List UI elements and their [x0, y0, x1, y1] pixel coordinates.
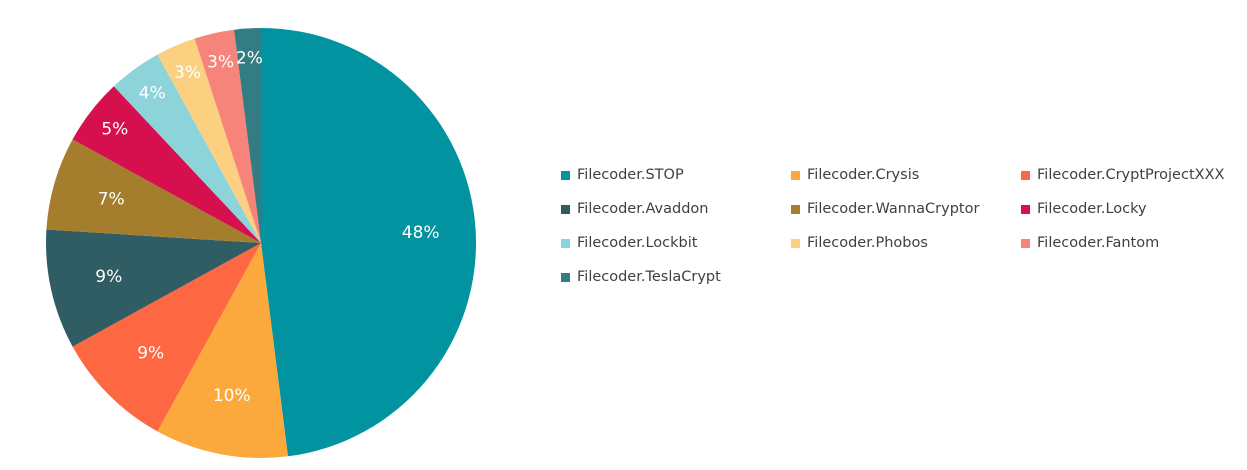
slice-value-label: 3%: [207, 52, 234, 72]
legend-label: Filecoder.Phobos: [807, 235, 928, 251]
legend-swatch: [561, 204, 570, 214]
pie-slice-fantom: [194, 29, 261, 243]
slice-value-label: 3%: [174, 63, 201, 83]
legend-item: Filecoder.Avaddon: [561, 197, 791, 221]
slice-value-label: 4%: [139, 83, 166, 103]
legend-item: Filecoder.WannaCryptor: [791, 197, 1021, 221]
pie-slice-labels: 48%10%9%9%7%5%4%3%3% 2%: [95, 48, 439, 406]
legend-swatch: [791, 204, 800, 214]
slice-value-label: 9%: [137, 343, 164, 363]
legend-label: Filecoder.STOP: [577, 167, 684, 183]
legend-item: Filecoder.CryptProjectXXX: [1021, 163, 1241, 187]
pie-slice-lockbit: [113, 54, 261, 244]
legend-item: Filecoder.TeslaCrypt: [561, 265, 791, 289]
legend-swatch: [791, 170, 800, 180]
legend-label: Filecoder.CryptProjectXXX: [1037, 167, 1225, 183]
legend-label: Filecoder.Crysis: [807, 167, 920, 183]
slice-value-label: 2%: [236, 48, 263, 68]
legend-swatch: [561, 238, 570, 248]
slice-value-label: 10%: [213, 386, 251, 406]
legend-item: Filecoder.Fantom: [1021, 231, 1241, 255]
legend-swatch: [1021, 238, 1030, 248]
pie-slices: [46, 28, 476, 458]
pie-slice-crysis: [157, 243, 288, 458]
legend-swatch: [1021, 170, 1030, 180]
slice-value-label: 9%: [95, 267, 122, 287]
legend-label: Filecoder.TeslaCrypt: [577, 269, 721, 285]
slice-value-label: 48%: [402, 223, 440, 243]
pie-slice-avaddon: [46, 229, 261, 347]
legend-label: Filecoder.Avaddon: [577, 201, 709, 217]
pie-slice-stop: [261, 28, 476, 457]
legend-swatch: [561, 272, 570, 282]
legend-label: Filecoder.Fantom: [1037, 235, 1160, 251]
pie-slice-teslacrypt: [234, 28, 261, 243]
legend-label: Filecoder.Locky: [1037, 201, 1147, 217]
pie-slice-wannacryptor: [46, 139, 261, 243]
slice-value-label: 5%: [101, 120, 128, 140]
legend-item: Filecoder.Crysis: [791, 163, 1021, 187]
legend-item: Filecoder.Phobos: [791, 231, 1021, 255]
legend-label: Filecoder.Lockbit: [577, 235, 698, 251]
chart-legend: Filecoder.STOP Filecoder.Crysis Filecoder.…: [561, 163, 1241, 289]
legend-label: Filecoder.WannaCryptor: [807, 201, 980, 217]
pie-slice-cryptprojectxxx: [72, 243, 262, 432]
legend-swatch: [561, 170, 570, 180]
legend-item: Filecoder.Locky: [1021, 197, 1241, 221]
slice-value-label: 7%: [98, 189, 125, 209]
pie-slice-locky: [72, 86, 262, 243]
pie-slice-phobos: [157, 38, 261, 243]
legend-item: Filecoder.Lockbit: [561, 231, 791, 255]
legend-swatch: [791, 238, 800, 248]
legend-item: Filecoder.STOP: [561, 163, 791, 187]
legend-swatch: [1021, 204, 1030, 214]
